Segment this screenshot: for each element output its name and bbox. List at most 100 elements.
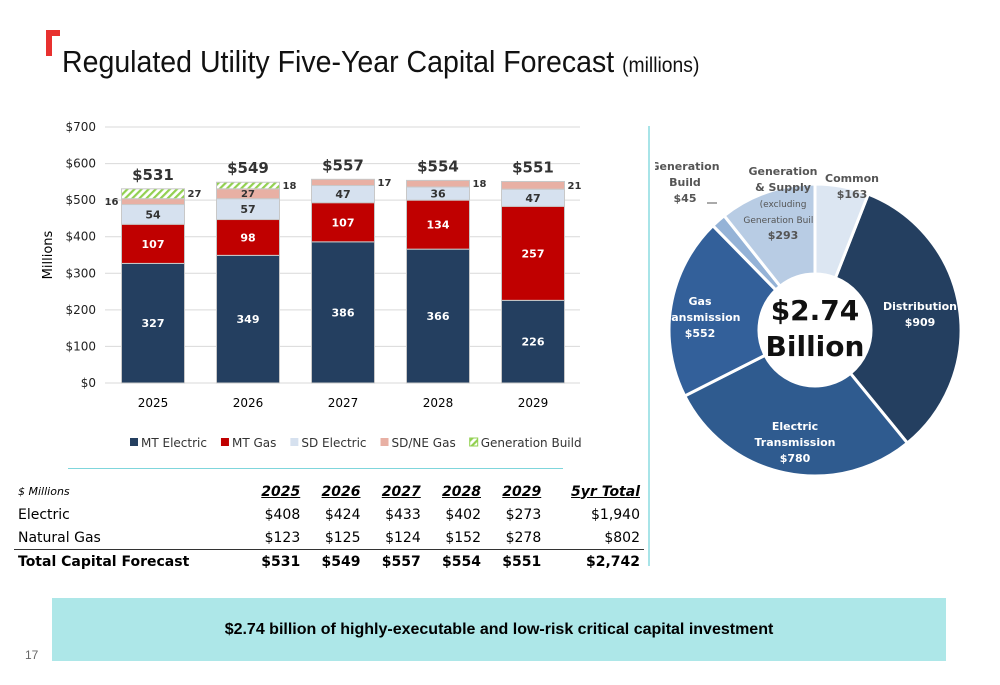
bar-segment: [501, 205, 565, 301]
bar-segment: [121, 262, 185, 384]
data-label: 107: [142, 238, 165, 251]
slice-label: Gas: [689, 295, 712, 308]
bar-segment: [216, 181, 280, 190]
legend-label: MT Electric: [141, 436, 207, 450]
bar-segment: [311, 178, 375, 187]
data-label: 21: [568, 181, 582, 192]
data-label: 36: [430, 188, 446, 201]
table-header-row: $ Millions 2025 2026 2027 2028 2029 5yr Total: [14, 480, 644, 503]
bar-segment: [121, 223, 185, 264]
data-label: 47: [525, 192, 540, 205]
bar-segment: [121, 198, 185, 206]
data-label: 366: [427, 310, 450, 323]
total-label: $554: [417, 157, 459, 175]
data-label: 16: [105, 197, 119, 208]
legend-label: SD/NE Gas: [392, 436, 456, 450]
stacked-bar-chart: $0 $100 $200 $300 $400 $500 $600 $700 Millions 32…: [41, 120, 582, 450]
y-axis-label: Millions: [41, 230, 56, 279]
data-label: 107: [332, 216, 355, 229]
legend-swatch: [220, 438, 229, 446]
bar-segment: [311, 202, 375, 243]
cell: $424: [324, 506, 361, 523]
header-cell: 2025: [261, 483, 301, 500]
y-tick-label: $700: [65, 120, 96, 134]
cell: $551: [484, 549, 546, 573]
header-cell: 2027: [381, 483, 421, 500]
x-tick-label: 2029: [518, 396, 549, 410]
legend-swatch: [130, 438, 138, 446]
bar-segment: [406, 199, 470, 250]
divider: [648, 126, 650, 566]
cell: $531: [243, 549, 305, 573]
cell: $123: [264, 529, 301, 546]
cell: $1,940: [591, 506, 640, 523]
cell: $125: [324, 529, 361, 546]
slice-label: Common: [825, 172, 879, 185]
legend-swatch: [290, 438, 299, 446]
data-label: 226: [522, 336, 545, 349]
x-tick-label: 2025: [138, 396, 169, 410]
x-tick-label: 2027: [328, 396, 359, 410]
bar-segment: [406, 248, 470, 384]
bar-segment: [311, 241, 375, 384]
slice-label: $293: [768, 229, 799, 242]
y-tick-label: $300: [65, 266, 96, 280]
header-cell: 2026: [321, 483, 361, 500]
slice-label: Generation: [655, 160, 720, 173]
data-label: 47: [335, 188, 350, 201]
donut-slice: [682, 353, 910, 478]
summary-banner: $2.74 billion of highly-executable and l…: [52, 598, 946, 661]
cell: $408: [264, 506, 301, 523]
center-value: $2.74: [771, 294, 860, 327]
cell: $124: [385, 529, 421, 546]
header-cell: 2029: [502, 483, 542, 500]
cell: $278: [505, 529, 542, 546]
legend-label: MT Gas: [232, 436, 276, 450]
x-tick-label: 2026: [233, 396, 264, 410]
donut-chart: Distribution $909 Electric Transmission $780…: [655, 160, 963, 478]
slice-label: Generation: [748, 165, 817, 178]
data-label: 18: [473, 179, 487, 190]
header-cell: $ Millions: [18, 485, 70, 498]
title-text: Regulated Utility Five-Year Capital Fore…: [62, 44, 615, 79]
donut-slice: [833, 192, 963, 446]
y-tick-label: $200: [65, 303, 96, 317]
total-label: $549: [227, 159, 269, 177]
total-label: $531: [132, 166, 174, 184]
cell: $402: [445, 506, 481, 523]
data-label: 17: [378, 178, 392, 189]
bar-segment: [501, 180, 565, 190]
legend-label: Generation Build: [481, 436, 582, 450]
slice-label: $163: [837, 188, 868, 201]
cell: $273: [505, 506, 542, 523]
legend-swatch: [380, 438, 389, 446]
cell: $152: [445, 529, 481, 546]
slice-label: $552: [685, 327, 716, 340]
divider: [68, 468, 563, 469]
slice-label: (excluding: [760, 200, 807, 210]
data-label: 57: [240, 203, 255, 216]
data-label: 349: [237, 313, 260, 326]
bar-segment: [406, 179, 470, 188]
y-tick-label: $400: [65, 230, 96, 244]
slice-label: & Supply: [755, 181, 811, 194]
data-label: 54: [145, 208, 161, 221]
cell: $549: [304, 549, 365, 573]
table-row: Electric $408 $424 $433 $402 $273 $1,940: [14, 503, 644, 526]
bar-segment: [216, 254, 280, 384]
cell: $2,742: [545, 549, 644, 573]
data-label: 134: [427, 219, 450, 232]
slice-label: Build: [669, 176, 701, 189]
slice-label: Transmission: [754, 436, 835, 449]
slice-label: $780: [780, 452, 811, 465]
slice-label: Electric: [772, 420, 818, 433]
bar-segment: [216, 219, 280, 256]
cell: Electric: [18, 506, 70, 523]
page-title: Regulated Utility Five-Year Capital Fore…: [62, 44, 699, 80]
header-cell: 2028: [442, 483, 481, 500]
data-label: 327: [142, 317, 165, 330]
slice-label: $45: [674, 192, 697, 205]
y-tick-label: $100: [65, 339, 96, 353]
slice-label: $909: [905, 316, 936, 329]
data-label: 98: [240, 231, 255, 244]
